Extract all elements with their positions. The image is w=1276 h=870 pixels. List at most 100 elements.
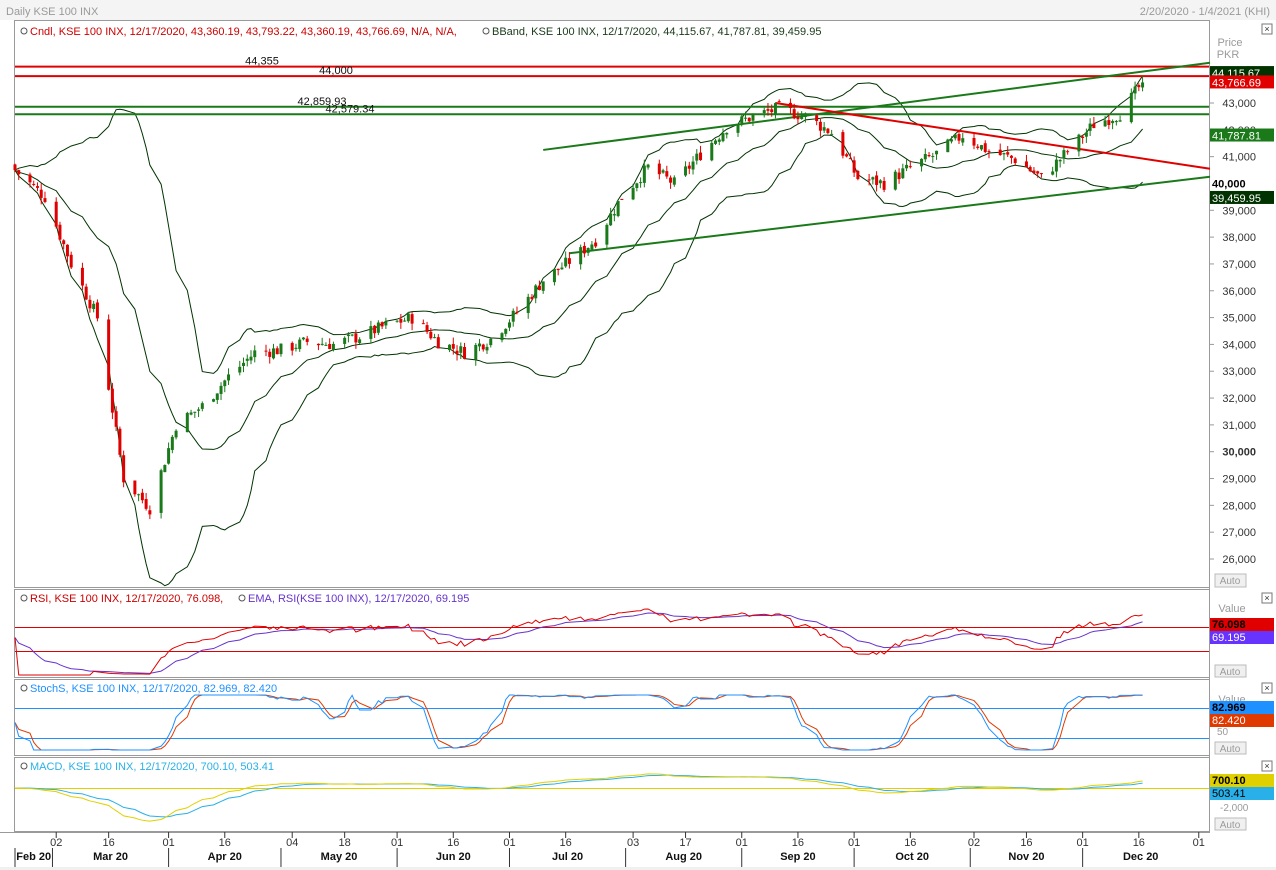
candle-body xyxy=(953,134,957,139)
panel-close-buttons[interactable]: × × × × xyxy=(1261,23,1273,772)
price-badge-text: 41,787.81 xyxy=(1212,131,1261,143)
candle-body xyxy=(144,499,148,509)
candle-body xyxy=(620,198,624,200)
price-tick-label: 38,000 xyxy=(1222,232,1256,244)
candle-body xyxy=(298,339,302,350)
candle-body xyxy=(343,337,347,344)
candle-body xyxy=(818,121,822,131)
candle-body xyxy=(410,314,414,324)
candle-body xyxy=(1133,86,1137,94)
candle-body xyxy=(54,201,58,227)
candle-body xyxy=(92,303,96,310)
time-axis: 02 16 01 16 04 18 01 16 01 16 03 17 01 16 01 16 02 16 01 16… xyxy=(0,832,1276,867)
candle-body xyxy=(699,152,703,161)
x-tick-label: 16 xyxy=(1020,837,1032,849)
candle-body xyxy=(268,351,272,357)
candle-body xyxy=(316,343,320,346)
candle-body xyxy=(867,179,871,181)
auto-scale-rsi-button[interactable]: Auto xyxy=(1214,664,1247,678)
candle-body xyxy=(803,113,807,118)
candle-body xyxy=(1024,161,1028,168)
candle-body xyxy=(687,165,691,169)
lower-channel-trendline xyxy=(569,175,1211,255)
level-label: 44,355 xyxy=(245,56,279,68)
candle-body xyxy=(242,362,246,366)
close-rsi-panel-button xyxy=(1261,592,1273,604)
candle-body xyxy=(983,143,987,153)
macd-panel[interactable]: MACD, KSE 100 INX, 12/17/2020, 700.10, 5… xyxy=(14,761,1274,831)
candle-body xyxy=(197,409,201,411)
month-label: Aug 20 xyxy=(665,851,702,863)
candle-body xyxy=(264,350,268,352)
candle-body xyxy=(84,286,88,300)
price-tick-label: 34,000 xyxy=(1222,339,1256,351)
month-label: Apr 20 xyxy=(208,851,242,863)
month-label: Mar 20 xyxy=(93,851,128,863)
candle-body xyxy=(369,326,373,339)
candle-body xyxy=(1013,158,1017,164)
candle-body xyxy=(245,358,249,361)
upper-channel-trendline xyxy=(543,61,1211,151)
auto-scale-price-button[interactable]: Auto xyxy=(1214,573,1247,588)
candle-legend: Cndl, KSE 100 INX, 12/17/2020, 43,360.19… xyxy=(30,26,457,38)
axis-title-currency: PKR xyxy=(1217,49,1240,61)
price-tick-label: 43,000 xyxy=(1222,98,1256,110)
price-tick-label: 33,000 xyxy=(1222,366,1256,378)
candle-body xyxy=(534,285,538,299)
macd-value: 700.10 xyxy=(1212,775,1246,787)
candle-body xyxy=(905,164,909,169)
x-tick-label: 01 xyxy=(503,837,515,849)
candle-body xyxy=(13,164,17,171)
candle-body xyxy=(631,187,635,200)
price-tick-label: 37,000 xyxy=(1222,259,1256,271)
stoch-legend: StochS, KSE 100 INX, 12/17/2020, 82.969,… xyxy=(20,683,277,695)
stoch-k-value: 82.969 xyxy=(1212,702,1246,714)
month-label: Feb 20 xyxy=(16,851,51,863)
candle-body xyxy=(639,182,643,184)
candle-body xyxy=(88,299,92,309)
candle-body xyxy=(796,116,800,120)
candle-body xyxy=(395,320,399,322)
price-tick-label: 26,000 xyxy=(1222,554,1256,566)
candle-body xyxy=(560,267,564,270)
candle-body xyxy=(384,321,388,326)
candle-body xyxy=(1002,153,1006,155)
candle-body xyxy=(976,146,980,148)
rsi-ema-line xyxy=(14,612,1143,674)
candle-body xyxy=(1058,159,1062,162)
level-label: 44,000 xyxy=(319,65,353,77)
candle-body xyxy=(1129,92,1133,123)
price-tick-label: 31,000 xyxy=(1222,420,1256,432)
trendlines xyxy=(543,61,1211,255)
candle-body xyxy=(935,150,939,155)
rsi-panel[interactable]: RSI, KSE 100 INX, 12/17/2020, 76.098, EM… xyxy=(14,593,1274,678)
auto-scale-macd-button[interactable]: Auto xyxy=(1214,817,1247,831)
candle-body xyxy=(893,171,897,190)
candle-body xyxy=(661,170,665,173)
stochastic-panel[interactable]: StochS, KSE 100 INX, 12/17/2020, 82.969,… xyxy=(14,683,1274,755)
candle-body xyxy=(1051,171,1055,175)
candle-body xyxy=(766,109,770,111)
candle-body xyxy=(777,101,781,103)
bband-middle xyxy=(14,117,1143,450)
candle-body xyxy=(736,124,740,133)
candle-body xyxy=(215,393,219,400)
candle-body xyxy=(1111,120,1115,124)
candle-body xyxy=(1054,159,1058,172)
bband-legend: BBand, KSE 100 INX, 12/17/2020, 44,115.6… xyxy=(492,26,821,38)
candle-body xyxy=(110,388,114,413)
month-label: Sep 20 xyxy=(780,851,815,863)
candle-body xyxy=(148,510,152,515)
candle-body xyxy=(1028,167,1032,172)
candle-body xyxy=(878,180,882,184)
x-tick-label: 16 xyxy=(447,837,459,849)
auto-scale-stoch-button[interactable]: Auto xyxy=(1214,741,1247,755)
candle-body xyxy=(137,494,141,496)
candle-body xyxy=(691,161,695,170)
candle-body xyxy=(507,322,511,328)
price-tick-label: 36,000 xyxy=(1222,286,1256,298)
candle-body xyxy=(920,158,924,167)
